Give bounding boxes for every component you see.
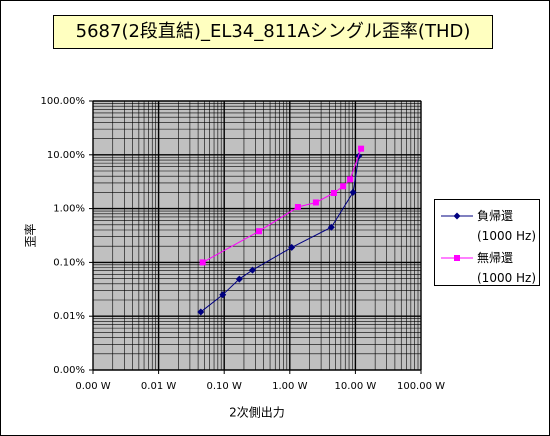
legend-label: 負帰還 (1000 Hz) xyxy=(477,209,537,243)
x-tick-label: 100.00 W xyxy=(397,381,445,392)
point xyxy=(330,189,337,196)
point xyxy=(327,223,335,231)
y-tick-label: 0.10% xyxy=(53,257,85,268)
x-tick-label: 0.01 W xyxy=(141,381,176,392)
point xyxy=(235,275,243,283)
legend-marker xyxy=(454,255,460,261)
point xyxy=(248,266,256,274)
y-tick-label: 0.00% xyxy=(53,365,85,376)
point xyxy=(288,243,296,251)
legend-swatch xyxy=(441,212,473,220)
point xyxy=(358,145,365,152)
y-axis-label: 歪率 xyxy=(23,223,38,247)
chart-title: 5687(2段直結)_EL34_811Aシングル歪率(THD) xyxy=(53,15,493,49)
point xyxy=(197,308,205,316)
point xyxy=(256,228,263,235)
y-tick-label: 10.00% xyxy=(47,150,85,161)
x-tick-label: 1.00 W xyxy=(272,381,307,392)
x-tick-label: 0.10 W xyxy=(207,381,242,392)
plot-area xyxy=(92,100,422,371)
y-tick-label: 1.00% xyxy=(53,204,85,215)
legend: 負帰還 (1000 Hz) 無帰還 (1000 Hz) xyxy=(434,199,540,286)
x-tick-label: 10.00 W xyxy=(335,381,377,392)
point xyxy=(219,291,227,299)
point xyxy=(294,204,301,211)
series-line xyxy=(200,155,360,313)
legend-marker xyxy=(453,212,461,220)
y-tick-label: 0.01% xyxy=(53,311,85,322)
point xyxy=(347,176,354,183)
point xyxy=(340,183,347,190)
y-tick-label: 100.00% xyxy=(41,96,86,107)
point xyxy=(312,199,319,206)
point xyxy=(199,259,206,266)
legend-swatch xyxy=(441,255,473,261)
legend-label: 無帰還 (1000 Hz) xyxy=(477,251,537,285)
x-tick-label: 0.00 W xyxy=(75,381,110,392)
point xyxy=(349,188,357,196)
x-axis-label: 2次側出力 xyxy=(229,406,285,420)
